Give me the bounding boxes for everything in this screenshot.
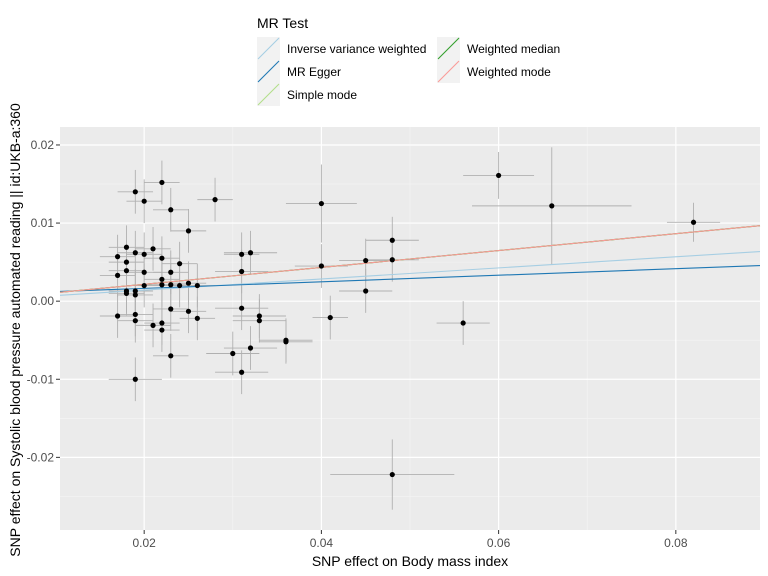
data-point [123,290,130,296]
data-point [363,257,369,264]
data-point [159,327,165,333]
data-point [114,272,121,278]
data-point [141,198,147,204]
data-point [318,200,324,207]
x-tick-label: 0.02 [132,536,156,550]
data-point [123,244,130,250]
data-point [239,369,245,375]
data-point [185,280,192,286]
legend-entry: MR Egger [257,60,341,83]
data-point [168,207,174,213]
data-point [168,282,174,288]
y-axis-title: SNP effect on Systolic blood pressure au… [7,103,23,557]
data-point [194,282,200,289]
data-point [239,305,245,311]
data-point [150,322,156,328]
data-point [496,172,502,179]
legend-label: Weighted mode [467,65,551,79]
legend-entry: Weighted median [437,37,560,60]
legend-label: Weighted median [467,42,560,56]
data-point [256,313,262,319]
data-point [230,350,236,357]
x-tick-label: 0.08 [664,536,688,550]
legend-entry: Simple mode [257,83,357,106]
data-point [123,268,130,274]
regression-line [59,265,761,293]
x-tick-label: 0.06 [487,536,511,550]
data-point [168,269,174,275]
data-point [327,314,333,321]
y-tick-label: 0.00 [31,294,55,308]
y-tick-label: 0.01 [31,216,55,230]
data-point [549,203,555,209]
legend-label: MR Egger [287,65,341,79]
data-point [141,251,147,257]
legend-title: MR Test [257,15,308,31]
data-point [132,250,138,256]
data-point [212,197,218,203]
legend: MR Test Inverse variance weighted MR Egge… [257,15,560,106]
data-point [159,276,165,282]
data-point [132,189,138,195]
legend-entry: Weighted mode [437,60,551,83]
data-point [239,251,245,257]
data-point [460,320,466,326]
data-point [185,228,192,234]
data-point [168,353,174,359]
data-point [389,237,395,243]
y-axis: -0.02 -0.01 0.00 0.01 0.02 [27,138,60,464]
legend-key-line [437,37,460,60]
data-point [318,263,324,269]
data-point [690,219,697,225]
data-point [132,376,138,382]
y-tick-label: -0.01 [27,372,55,386]
data-point [247,250,254,256]
data-point [159,179,165,186]
data-point [132,311,138,318]
data-point [363,288,369,294]
data-point [159,255,165,261]
data-point [159,282,165,288]
data-point [159,320,165,326]
y-tick-label: -0.02 [27,450,55,464]
x-axis: 0.02 0.04 0.06 0.08 [132,530,688,550]
legend-key-line [257,83,280,106]
regression-line [59,225,761,293]
data-point [185,308,192,314]
regression-line [59,250,761,296]
data-point [114,254,121,260]
y-tick-label: 0.02 [31,138,55,152]
data-point [194,315,200,321]
x-axis-title: SNP effect on Body mass index [312,553,508,569]
legend-entry: Inverse variance weighted [257,37,426,60]
data-point [247,345,254,351]
data-point [123,259,130,265]
data-point [239,268,245,275]
data-point [150,246,156,252]
data-point [256,318,262,324]
data-point [389,471,395,478]
data-point [168,306,174,312]
data-point [177,261,183,267]
data-point [283,339,289,345]
data-point [114,313,121,319]
data-point [141,269,147,275]
legend-label: Simple mode [287,88,357,102]
data-point [389,257,395,263]
data-point [177,282,183,289]
regression-lines [59,225,761,296]
data-points [114,172,697,478]
data-point [132,292,138,298]
legend-label: Inverse variance weighted [287,42,426,56]
x-tick-label: 0.04 [310,536,334,550]
legend-key-line [257,37,280,60]
data-point [141,282,147,289]
data-point [132,318,138,324]
data-point [132,288,138,294]
legend-key-line [257,60,280,83]
legend-key-line [437,60,460,83]
